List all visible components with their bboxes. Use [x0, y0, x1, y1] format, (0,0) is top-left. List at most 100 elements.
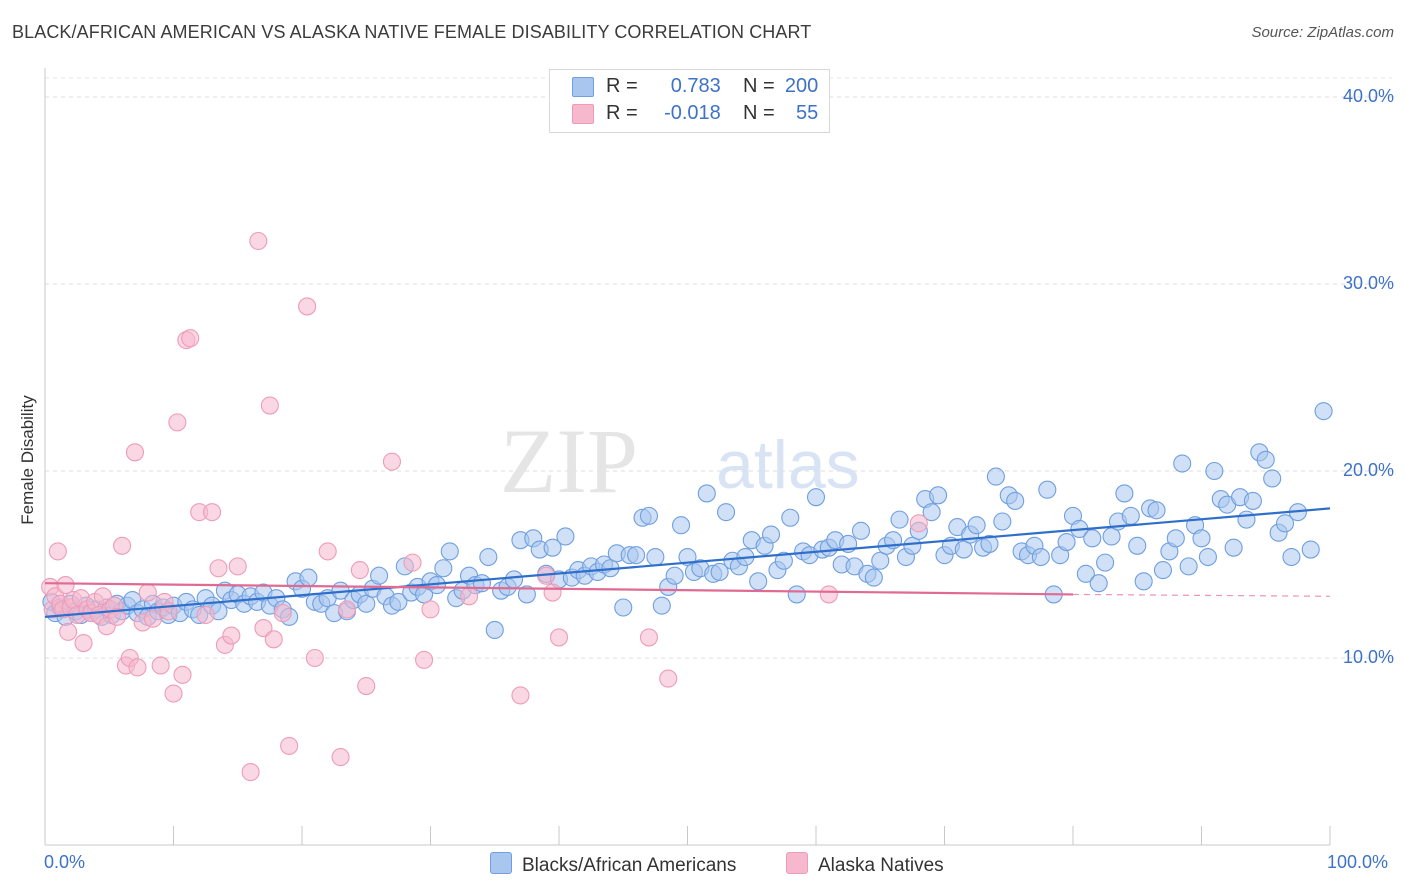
point-blacks [1147, 501, 1166, 520]
y-tick-label: 30.0% [1342, 273, 1394, 293]
point-alaska [659, 669, 678, 688]
point-blacks [1198, 547, 1217, 567]
point-blacks [864, 568, 883, 587]
watermark-atlas: atlas [716, 427, 860, 503]
trend-line-alaska [44, 582, 1074, 596]
point-blacks [1038, 480, 1057, 499]
point-alaska [511, 686, 530, 705]
point-blacks [781, 508, 800, 527]
bottom-legend-swatch-pink [786, 852, 808, 874]
point-alaska [249, 231, 268, 251]
point-alaska [331, 748, 350, 767]
point-alaska [298, 297, 317, 316]
point-alaska [168, 413, 187, 432]
point-blacks [787, 585, 806, 604]
point-alaska [209, 559, 228, 578]
point-alaska [318, 542, 337, 561]
point-blacks [903, 536, 922, 555]
point-blacks [993, 512, 1012, 531]
legend-row-blacks: R = 0.783 N = 200 [572, 75, 818, 99]
point-blacks [1096, 553, 1115, 572]
point-alaska [357, 676, 376, 696]
point-blacks [922, 503, 941, 522]
point-blacks [1205, 461, 1224, 481]
point-blacks [556, 527, 575, 546]
point-blacks [485, 620, 504, 640]
point-blacks [1076, 564, 1095, 583]
trend-line-blacks [44, 507, 1331, 618]
bottom-legend-blacks: Blacks/African Americans [490, 852, 736, 876]
point-blacks [890, 510, 909, 529]
point-alaska [125, 443, 144, 462]
point-blacks [851, 521, 871, 540]
watermark: ZIP atlas [500, 410, 860, 512]
series-blacks-points [42, 402, 1333, 640]
point-alaska [280, 736, 299, 755]
point-blacks [871, 551, 890, 570]
point-blacks [1314, 402, 1333, 421]
point-alaska [337, 600, 357, 619]
point-alaska [241, 763, 260, 782]
bottom-legend-label: Blacks/African Americans [522, 855, 737, 876]
point-alaska [173, 665, 192, 684]
point-blacks [1128, 536, 1147, 555]
point-blacks [954, 540, 973, 559]
point-alaska [459, 587, 479, 606]
point-blacks [370, 566, 389, 585]
point-blacks [440, 542, 459, 561]
point-blacks [1006, 491, 1025, 510]
point-alaska [549, 628, 569, 647]
legend-n-label: N = [743, 102, 775, 124]
point-alaska [273, 604, 292, 623]
point-blacks [1057, 533, 1076, 552]
point-blacks [389, 592, 408, 611]
legend-n-value: 200 [784, 75, 819, 97]
point-blacks [1275, 514, 1295, 533]
point-alaska [403, 553, 422, 572]
point-alaska [203, 503, 222, 522]
x-tick-label-max: 100.0% [1327, 852, 1389, 872]
point-alaska [74, 633, 93, 653]
legend-n-label: N = [743, 75, 775, 97]
series-alaska-points [41, 231, 928, 782]
point-blacks [710, 562, 729, 582]
source-label: Source: ZipAtlas.com [1251, 24, 1394, 41]
point-blacks [1301, 540, 1320, 559]
legend-r-value: -0.018 [664, 102, 721, 124]
point-blacks [504, 570, 524, 589]
point-alaska [909, 514, 928, 533]
point-alaska [48, 542, 67, 561]
y-tick-label: 20.0% [1342, 460, 1394, 480]
point-blacks [967, 516, 986, 535]
point-blacks [749, 572, 768, 591]
point-blacks [806, 488, 826, 507]
point-alaska [164, 684, 183, 703]
point-blacks [774, 551, 793, 570]
y-tick-label: 40.0% [1342, 86, 1394, 106]
point-blacks [1192, 529, 1211, 548]
trend-lines [44, 507, 1331, 618]
correlation-legend: R = 0.783 N = 200 R = -0.018 N = 55 [549, 69, 830, 133]
bottom-legend-alaska: Alaska Natives [786, 852, 944, 876]
point-blacks [672, 516, 691, 535]
point-blacks [479, 547, 498, 567]
point-alaska [305, 648, 324, 668]
point-blacks [1083, 529, 1102, 548]
point-alaska [107, 607, 127, 626]
y-tick-label: 10.0% [1342, 647, 1394, 667]
point-alaska [264, 630, 283, 649]
point-blacks [1115, 484, 1134, 503]
point-blacks [1179, 557, 1198, 576]
point-blacks [1243, 491, 1262, 510]
point-alaska [128, 658, 147, 677]
point-alaska [56, 576, 75, 595]
point-alaska [181, 329, 200, 348]
point-alaska [222, 626, 241, 645]
bottom-legend-swatch-blue [490, 852, 512, 874]
point-blacks [929, 486, 948, 505]
point-blacks [1173, 454, 1192, 473]
point-alaska [543, 583, 562, 602]
bottom-legend-label: Alaska Natives [818, 855, 944, 876]
point-blacks [543, 538, 562, 557]
